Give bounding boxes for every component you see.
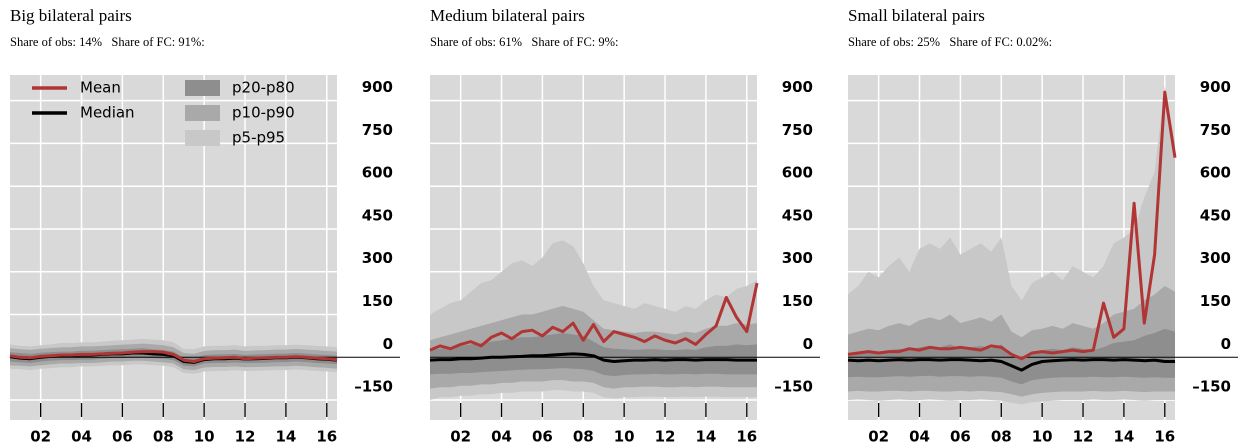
y-tick-label: 0: [1221, 335, 1231, 353]
x-tick-label: 04: [71, 428, 92, 446]
y-tick-label: 150: [1200, 292, 1231, 310]
panel-title: Big bilateral pairs: [10, 6, 132, 25]
x-tick-label: 14: [275, 428, 296, 446]
x-tick-label: 12: [235, 428, 256, 446]
legend-swatch: [185, 105, 220, 121]
y-tick-label: 750: [782, 121, 813, 139]
legend-label: Median: [80, 104, 135, 122]
y-tick-label: 900: [1200, 78, 1231, 96]
y-tick-label: 0: [383, 335, 393, 353]
x-tick-label: 10: [614, 428, 635, 446]
y-tick-label: 600: [1200, 164, 1231, 182]
band-area: [848, 328, 1175, 385]
x-tick-label: 02: [30, 428, 51, 446]
y-tick-label: 150: [362, 292, 393, 310]
legend-label: p5-p95: [232, 129, 285, 147]
panel-subtitle: Share of obs: 61% Share of FC: 9%:: [430, 35, 619, 49]
y-tick-label: 600: [782, 164, 813, 182]
x-tick-label: 16: [316, 428, 337, 446]
series-line: [847, 90, 1177, 361]
x-tick-label: 04: [909, 428, 930, 446]
legend-label: Mean: [80, 79, 121, 97]
x-tick-label: 08: [153, 428, 174, 446]
legend-swatch: [185, 130, 220, 146]
x-tick-label: 14: [1113, 428, 1134, 446]
y-tick-label: 750: [1200, 121, 1231, 139]
x-tick-label: 06: [112, 428, 133, 446]
series-line: [847, 358, 1175, 372]
y-tick-label: 0: [803, 335, 813, 353]
y-tick-label: –150: [1192, 378, 1231, 396]
x-tick-label: 10: [1032, 428, 1053, 446]
x-tick-label: 06: [532, 428, 553, 446]
series-line: [9, 350, 338, 363]
y-tick-label: 750: [362, 121, 393, 139]
y-tick-label: 300: [1200, 249, 1231, 267]
y-tick-label: –150: [354, 378, 393, 396]
panel-subtitle: Share of obs: 14% Share of FC: 91%:: [10, 35, 205, 49]
panel-title: Medium bilateral pairs: [430, 6, 585, 25]
y-tick-label: 450: [782, 206, 813, 224]
legend-swatch: [185, 80, 220, 96]
x-tick-label: 12: [655, 428, 676, 446]
series-line: [429, 282, 759, 352]
y-tick-label: 450: [1200, 206, 1231, 224]
y-tick-label: 900: [362, 78, 393, 96]
series-line: [429, 352, 757, 363]
x-tick-label: 06: [950, 428, 971, 446]
x-tick-label: 10: [194, 428, 215, 446]
y-tick-label: 900: [782, 78, 813, 96]
x-tick-label: 04: [491, 428, 512, 446]
x-tick-label: 16: [736, 428, 757, 446]
y-tick-label: 300: [782, 249, 813, 267]
x-tick-label: 08: [573, 428, 594, 446]
y-tick-label: 150: [782, 292, 813, 310]
legend-label: p20-p80: [232, 79, 295, 97]
legend-label: p10-p90: [232, 104, 295, 122]
x-tick-label: 16: [1154, 428, 1175, 446]
y-tick-label: 450: [362, 206, 393, 224]
x-tick-label: 08: [991, 428, 1012, 446]
panel-subtitle: Share of obs: 25% Share of FC: 0.02%:: [848, 35, 1052, 49]
x-tick-label: 14: [695, 428, 716, 446]
x-tick-label: 12: [1073, 428, 1094, 446]
y-tick-label: 600: [362, 164, 393, 182]
panel-title: Small bilateral pairs: [848, 6, 985, 25]
x-tick-label: 02: [450, 428, 471, 446]
x-tick-label: 02: [868, 428, 889, 446]
y-tick-label: –150: [774, 378, 813, 396]
y-tick-label: 300: [362, 249, 393, 267]
